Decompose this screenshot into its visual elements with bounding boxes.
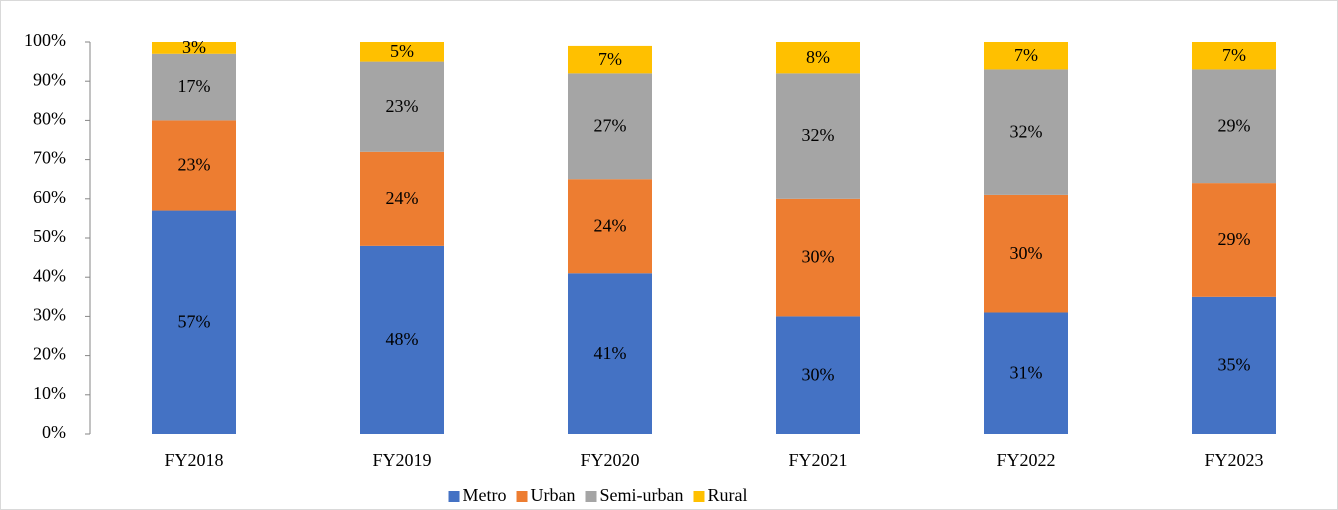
data-label: 7% (1222, 45, 1246, 65)
legend-label: Urban (531, 485, 576, 505)
x-tick-label: FY2022 (996, 450, 1055, 470)
bar-segment (776, 73, 860, 199)
data-label: 24% (594, 215, 627, 235)
x-tick-label: FY2023 (1204, 450, 1263, 470)
bar-segment (152, 210, 236, 434)
bar-segment (360, 61, 444, 152)
data-label: 8% (806, 47, 830, 67)
data-label: 7% (1014, 45, 1038, 65)
bar-segment (360, 245, 444, 434)
legend-swatch (516, 491, 528, 502)
bar-segment (984, 312, 1068, 434)
bar-segment (1192, 183, 1276, 297)
data-label: 57% (178, 311, 211, 331)
data-label: 29% (1218, 229, 1251, 249)
data-label: 30% (802, 364, 835, 384)
bar-segment (152, 53, 236, 121)
y-tick-label: 10% (33, 383, 66, 403)
data-label: 23% (178, 155, 211, 175)
y-tick-label: 0% (42, 422, 66, 442)
y-tick-label: 100% (24, 30, 66, 50)
legend-swatch (693, 491, 705, 502)
bar-segment (1192, 69, 1276, 184)
legend-swatch (448, 491, 460, 502)
data-label: 30% (802, 247, 835, 267)
bar-segment (152, 42, 236, 54)
y-tick-label: 40% (33, 265, 66, 285)
bar-segment (1192, 296, 1276, 434)
bar-segment (984, 69, 1068, 195)
data-label: 32% (802, 125, 835, 145)
data-label: 41% (594, 343, 627, 363)
data-label: 5% (390, 41, 414, 61)
legend-label: Rural (707, 485, 747, 505)
bar-segment (776, 42, 860, 74)
bar-segment (568, 179, 652, 274)
bar-segment (984, 194, 1068, 313)
x-tick-label: FY2019 (372, 450, 431, 470)
x-tick-label: FY2021 (788, 450, 847, 470)
y-tick-label: 90% (33, 69, 66, 89)
data-label: 29% (1218, 115, 1251, 135)
bar-segment (568, 73, 652, 180)
data-label: 17% (178, 76, 211, 96)
data-label: 31% (1010, 362, 1043, 382)
bar-segment (776, 198, 860, 317)
y-tick-label: 50% (33, 226, 66, 246)
x-tick-label: FY2020 (580, 450, 639, 470)
y-tick-label: 70% (33, 148, 66, 168)
data-label: 7% (598, 49, 622, 69)
bar-segment (360, 42, 444, 62)
bar-segment (152, 120, 236, 211)
data-label: 48% (386, 329, 419, 349)
data-label: 35% (1218, 355, 1251, 375)
bar-segment (360, 151, 444, 246)
y-tick-label: 20% (33, 344, 66, 364)
bar-segment (568, 45, 652, 74)
bar-segment (984, 42, 1068, 70)
legend-label: Metro (463, 485, 507, 505)
legend-label: Semi-urban (600, 485, 684, 505)
data-label: 24% (386, 188, 419, 208)
y-tick-label: 80% (33, 109, 66, 129)
y-tick-label: 60% (33, 187, 66, 207)
bar-segment (1192, 42, 1276, 70)
data-label: 30% (1010, 243, 1043, 263)
data-label: 3% (182, 37, 206, 57)
bar-segment (776, 316, 860, 434)
y-tick-label: 30% (33, 305, 66, 325)
data-label: 27% (594, 115, 627, 135)
x-tick-label: FY2018 (164, 450, 223, 470)
data-label: 23% (386, 96, 419, 116)
legend-swatch (585, 491, 597, 502)
bar-segment (568, 273, 652, 434)
data-label: 32% (1010, 121, 1043, 141)
